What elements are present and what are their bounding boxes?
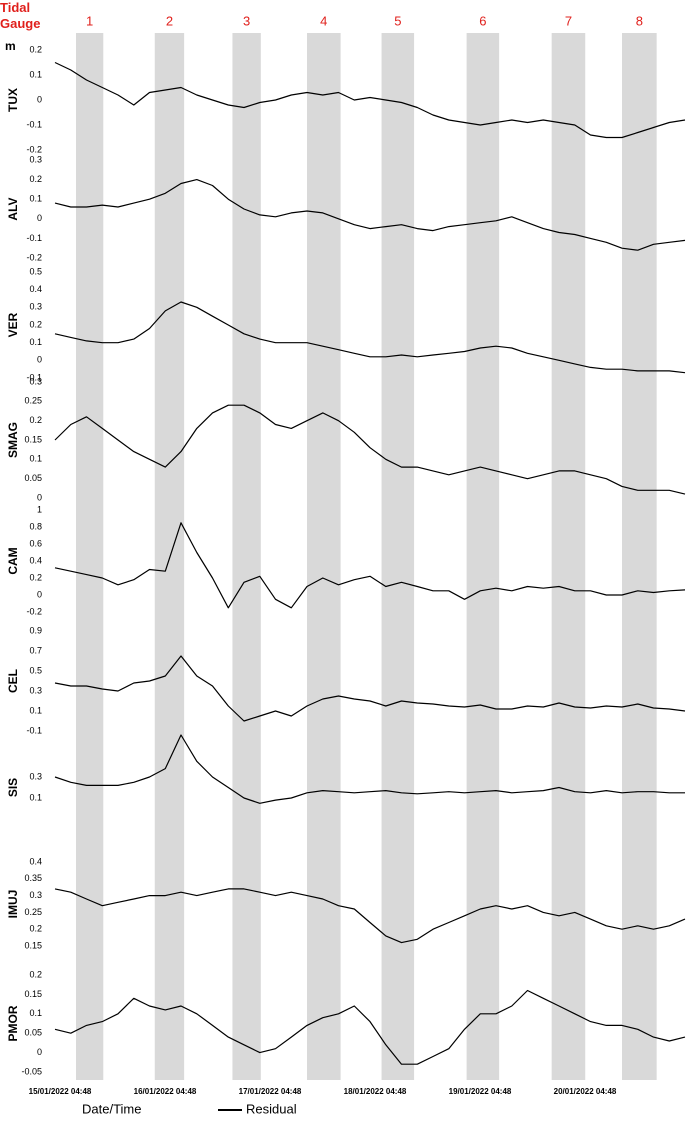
y-tick-label: -0.1: [26, 119, 42, 129]
station-label: ALV: [6, 197, 20, 220]
residual-line: [54, 522, 686, 609]
y-tick-label: 0.2: [29, 44, 42, 54]
y-tick-label: -0.2: [26, 606, 42, 616]
event-band: [551, 33, 586, 1080]
y-tick-label: 0.2: [29, 415, 42, 425]
event-band: [381, 33, 415, 1080]
station-label: SMAG: [6, 422, 20, 458]
y-tick-label: 0: [37, 589, 42, 599]
y-tick-label: 0.25: [24, 396, 42, 406]
y-tick-label: 0.4: [29, 555, 42, 565]
y-tick-label: 0.35: [24, 873, 42, 883]
residual-line: [54, 734, 685, 804]
y-unit: m: [5, 39, 16, 53]
band-label: 5: [394, 13, 401, 28]
residual-line: [54, 404, 686, 495]
y-tick-label: 0.3: [29, 685, 42, 695]
station-label: CEL: [6, 669, 20, 693]
y-tick-label: 0.1: [29, 69, 42, 79]
band-label: 8: [636, 13, 643, 28]
y-tick-label: 0.3: [29, 376, 42, 386]
band-label: 2: [166, 13, 173, 28]
y-tick-label: 0.5: [29, 266, 42, 276]
y-tick-label: 0.15: [24, 434, 42, 444]
y-tick-label: 0.2: [29, 572, 42, 582]
y-tick-label: 0: [37, 355, 42, 365]
y-tick-label: 0.05: [24, 473, 42, 483]
y-tick-label: 0.8: [29, 521, 42, 531]
y-tick-label: 0.1: [29, 337, 42, 347]
event-band: [466, 33, 500, 1080]
y-tick-label: 0.1: [29, 705, 42, 715]
y-tick-label: -0.1: [26, 233, 42, 243]
event-band: [622, 33, 657, 1080]
y-tick-label: -0.05: [21, 1066, 42, 1076]
station-label: VER: [6, 312, 20, 337]
x-tick-label: 17/01/2022 04:48: [239, 1087, 302, 1096]
y-tick-label: 0.3: [29, 771, 42, 781]
y-tick-label: 0: [37, 492, 42, 502]
x-tick-label: 16/01/2022 04:48: [134, 1087, 197, 1096]
y-tick-label: 0.2: [29, 174, 42, 184]
residual-line: [54, 989, 686, 1065]
station-label: SIS: [6, 778, 20, 797]
band-label: 4: [320, 13, 327, 28]
event-band: [232, 33, 261, 1080]
y-tick-label: -0.1: [26, 372, 42, 382]
residual-line: [54, 301, 686, 374]
x-axis-label: Date/Time: [82, 1101, 141, 1116]
residual-line: [54, 655, 686, 722]
y-tick-label: 0.3: [29, 890, 42, 900]
y-tick-label: 0.4: [29, 284, 42, 294]
y-tick-label: 0.9: [29, 625, 42, 635]
y-tick-label: 0: [37, 213, 42, 223]
band-label: 3: [243, 13, 250, 28]
y-tick-label: 0.6: [29, 538, 42, 548]
y-tick-label: -0.2: [26, 144, 42, 154]
residual-line: [54, 61, 686, 139]
y-tick-label: 0.1: [29, 454, 42, 464]
x-tick-label: 15/01/2022 04:48: [29, 1087, 92, 1096]
y-tick-label: -0.2: [26, 252, 42, 262]
station-label: CAM: [6, 547, 20, 574]
residual-line: [54, 888, 686, 944]
x-tick-label: 20/01/2022 04:48: [554, 1087, 617, 1096]
y-tick-label: 0.4: [29, 856, 42, 866]
y-tick-label: 0.2: [29, 319, 42, 329]
y-tick-label: 0.5: [29, 665, 42, 675]
legend-label: Residual: [246, 1101, 297, 1116]
y-tick-label: 0.7: [29, 645, 42, 655]
y-tick-label: 0.1: [29, 194, 42, 204]
station-label: IMUJ: [6, 890, 20, 919]
y-tick-label: 0: [37, 94, 42, 104]
y-tick-label: 0.3: [29, 154, 42, 164]
y-tick-label: 0.25: [24, 907, 42, 917]
band-label: 7: [565, 13, 572, 28]
y-tick-label: 0.15: [24, 940, 42, 950]
figure-title: Tidal Gauge: [0, 0, 41, 31]
event-band: [307, 33, 341, 1080]
band-label: 6: [479, 13, 486, 28]
band-label: 1: [86, 13, 93, 28]
station-label: PMOR: [6, 1005, 20, 1041]
x-tick-label: 19/01/2022 04:48: [449, 1087, 512, 1096]
station-label: TUX: [6, 88, 20, 112]
x-tick-label: 18/01/2022 04:48: [344, 1087, 407, 1096]
y-tick-label: 0.1: [29, 1008, 42, 1018]
y-tick-label: 0.2: [29, 924, 42, 934]
y-tick-label: 0.2: [29, 969, 42, 979]
y-tick-label: 0.1: [29, 792, 42, 802]
y-tick-label: 0.15: [24, 989, 42, 999]
y-tick-label: 0.3: [29, 302, 42, 312]
event-band: [76, 33, 104, 1080]
residual-line: [54, 179, 686, 251]
y-tick-label: 1: [37, 504, 42, 514]
y-tick-label: 0.05: [24, 1028, 42, 1038]
y-tick-label: 0: [37, 1047, 42, 1057]
y-tick-label: -0.1: [26, 725, 42, 735]
